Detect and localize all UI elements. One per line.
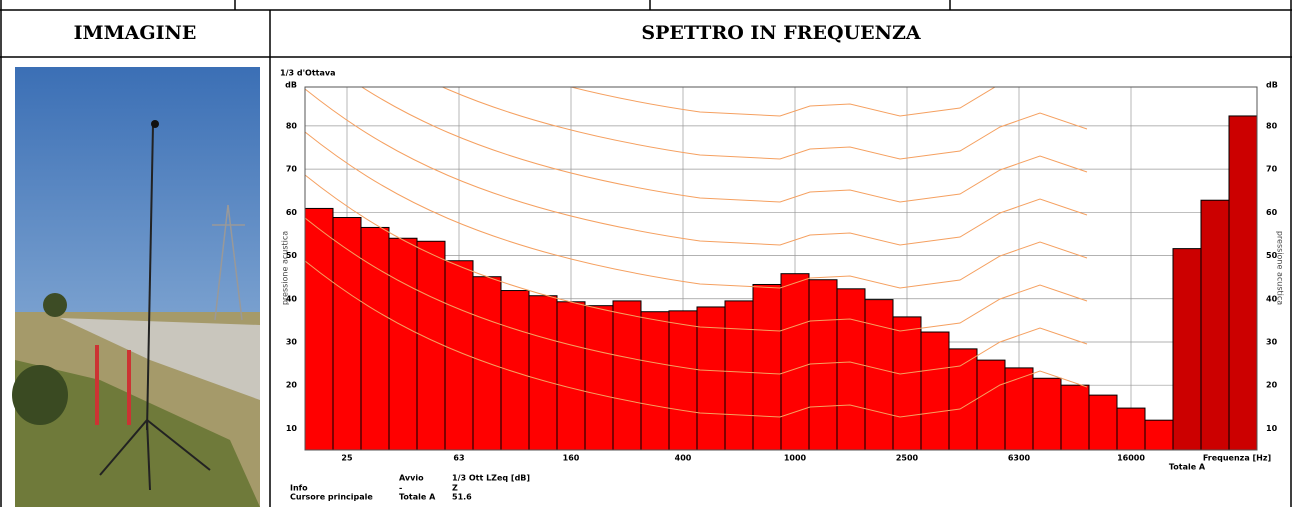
photo — [12, 67, 260, 507]
x-tick-label: 16000 — [1117, 454, 1145, 463]
y-unit: dB — [285, 81, 297, 90]
info-cell: - — [399, 484, 402, 493]
bar — [613, 301, 641, 450]
info-label: Info — [290, 484, 308, 493]
x-tick-label: 25 — [341, 454, 353, 463]
bar — [893, 317, 921, 450]
bar — [1117, 408, 1145, 450]
bar — [1145, 420, 1173, 450]
x-axis-label: Frequenza [Hz] — [1203, 454, 1271, 463]
bar — [641, 312, 669, 450]
x-tick-label: Totale A — [1169, 463, 1206, 472]
column-header: IMMAGINE — [74, 22, 197, 44]
bar — [1061, 385, 1089, 450]
y-tick-label: 20 — [286, 381, 298, 390]
bar — [445, 261, 473, 450]
bar — [501, 291, 529, 450]
x-tick-label: 63 — [453, 454, 464, 463]
bar — [1033, 378, 1061, 450]
bar — [837, 289, 865, 450]
bar — [781, 274, 809, 450]
y-tick-label: 70 — [1266, 165, 1278, 174]
y-tick-label: 30 — [286, 337, 298, 346]
info-cell: Z — [452, 484, 458, 493]
bar — [473, 277, 501, 450]
bar — [1005, 368, 1033, 450]
bar — [809, 280, 837, 450]
y-tick-label: 80 — [1266, 121, 1278, 130]
bar — [1173, 249, 1201, 450]
bar — [921, 332, 949, 450]
x-tick-label: 160 — [563, 454, 580, 463]
y-tick-label: 50 — [1266, 251, 1278, 260]
bar — [753, 284, 781, 450]
bar — [389, 238, 417, 450]
y-unit: dB — [1266, 81, 1278, 90]
y-tick-label: 10 — [286, 424, 298, 433]
x-tick-label: 6300 — [1008, 454, 1031, 463]
y-tick-label: 60 — [286, 208, 298, 217]
bar — [1201, 200, 1229, 450]
info-heading: Avvio — [399, 474, 424, 483]
y-tick-label: 20 — [1266, 381, 1278, 390]
bar — [305, 208, 333, 450]
y-tick-label: 50 — [286, 251, 298, 260]
bar — [1229, 116, 1257, 450]
bar — [669, 311, 697, 450]
bar — [333, 218, 361, 450]
x-tick-label: 400 — [675, 454, 692, 463]
info-heading: 1/3 Ott LZeq [dB] — [452, 474, 530, 483]
y-tick-label: 40 — [286, 294, 298, 303]
chart-subtitle: 1/3 d'Ottava — [280, 69, 335, 78]
bar — [557, 302, 585, 450]
y-tick-label: 60 — [1266, 208, 1278, 217]
info-cell: Totale A — [399, 493, 436, 502]
column-header: SPETTRO IN FREQUENZA — [641, 22, 921, 44]
y-tick-label: 70 — [286, 165, 298, 174]
y-tick-label: 80 — [286, 121, 298, 130]
x-tick-label: 1000 — [784, 454, 807, 463]
document: IMMAGINE SPETTRO IN FREQUENZA 1/3 d'Otta… — [0, 0, 1292, 507]
bar — [585, 306, 613, 450]
info-label: Cursore principale — [290, 493, 373, 502]
bar — [417, 241, 445, 450]
y-tick-label: 30 — [1266, 337, 1278, 346]
bar — [977, 360, 1005, 450]
page: IMMAGINE SPETTRO IN FREQUENZA 1/3 d'Otta… — [0, 0, 1292, 507]
bar — [725, 301, 753, 450]
x-tick-label: 2500 — [896, 454, 919, 463]
y-tick-label: 40 — [1266, 294, 1278, 303]
info-cell: 51.6 — [452, 493, 472, 502]
bar — [865, 300, 893, 450]
bar — [1089, 395, 1117, 450]
y-tick-label: 10 — [1266, 424, 1278, 433]
bar — [529, 296, 557, 450]
